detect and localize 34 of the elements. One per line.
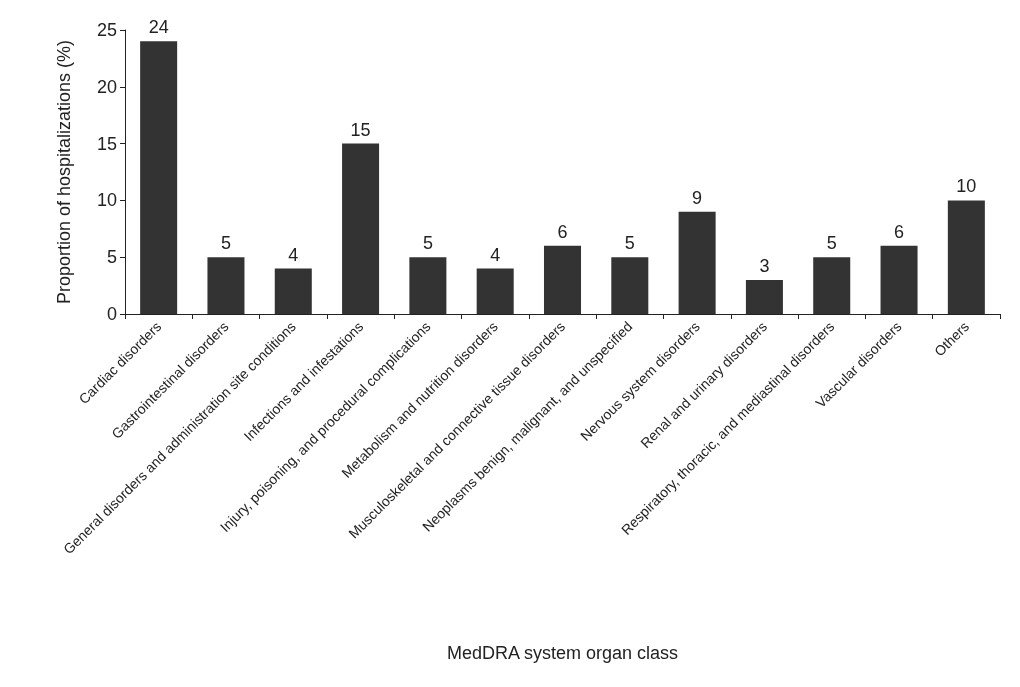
bar: [207, 257, 245, 314]
data-label: 3: [759, 255, 770, 276]
bar: [274, 268, 312, 314]
data-label: 5: [826, 233, 837, 254]
data-label: 4: [288, 244, 299, 265]
data-label: 6: [557, 221, 568, 242]
bar: [476, 268, 514, 314]
data-label: 5: [422, 233, 433, 254]
data-label: 5: [624, 233, 635, 254]
bar: [813, 257, 851, 314]
bar: [745, 279, 783, 314]
bar: [678, 211, 716, 314]
data-label: 15: [350, 119, 371, 140]
y-tick-label: 0: [106, 304, 117, 324]
bar: [409, 257, 447, 314]
data-label: 10: [956, 176, 977, 197]
data-label: 4: [490, 244, 501, 265]
data-label: 5: [220, 233, 231, 254]
x-axis-title: MedDRA system organ class: [446, 643, 679, 663]
bar: [947, 200, 985, 314]
bar: [140, 41, 178, 314]
bar: [543, 245, 582, 314]
y-tick-label: 15: [96, 133, 117, 154]
bar: [611, 257, 649, 314]
y-tick-label: 25: [96, 20, 117, 40]
bar: [342, 143, 380, 314]
y-tick-label: 10: [96, 190, 117, 211]
y-axis-title: Proportion of hospitalizations (%): [54, 39, 74, 305]
data-label: 24: [148, 17, 169, 38]
y-tick-label: 20: [96, 76, 117, 97]
bar: [880, 245, 918, 314]
y-tick-label: 5: [106, 247, 117, 268]
data-label: 9: [692, 187, 703, 208]
data-label: 6: [894, 221, 905, 242]
